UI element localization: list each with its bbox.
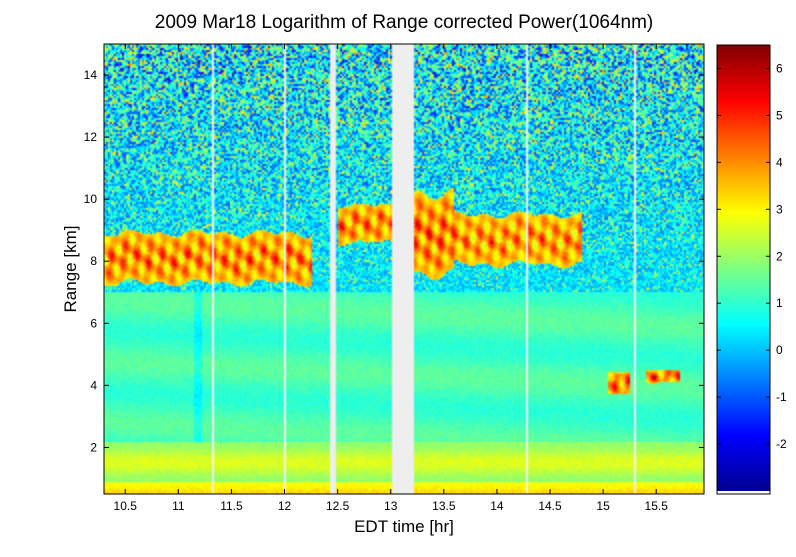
- colorbar-tick-label: 5: [776, 108, 783, 122]
- x-tick-label: 12: [278, 499, 292, 513]
- colorbar: -2 -1 0 1 2 3 4 5 6: [716, 44, 787, 495]
- colorbar-tick-label: 1: [776, 296, 783, 310]
- x-tick-label: 13.5: [432, 499, 456, 513]
- y-tick-label: 8: [90, 254, 97, 268]
- y-tick-label: 2: [90, 440, 97, 454]
- y-tick-label: 12: [84, 130, 98, 144]
- y-axis-label: Range [km]: [61, 226, 80, 313]
- chart-title: 2009 Mar18 Logarithm of Range corrected …: [155, 12, 654, 33]
- x-axis: 10.5 11 11.5 12 12.5 13 13.5 14 14.5 15 15.5: [114, 44, 669, 513]
- colorbar-gradient: [717, 45, 770, 491]
- y-tick-label: 14: [84, 68, 98, 82]
- colorbar-tick-label: 6: [776, 61, 783, 75]
- y-tick-label: 6: [90, 316, 97, 330]
- x-tick-label: 14.5: [538, 499, 562, 513]
- colorbar-frame: [716, 44, 771, 495]
- x-tick-label: 15.5: [645, 499, 669, 513]
- colorbar-tick-label: 3: [776, 202, 783, 216]
- y-tick-label: 4: [90, 378, 97, 392]
- x-tick-label: 14: [490, 499, 504, 513]
- colorbar-tick-label: -2: [776, 437, 787, 451]
- heatmap-image: [104, 44, 704, 494]
- y-tick-label: 10: [84, 192, 98, 206]
- colorbar-tick-label: 4: [776, 155, 783, 169]
- plot-frame: [103, 43, 705, 495]
- colorbar-ticks: -2 -1 0 1 2 3 4 5 6: [717, 61, 787, 451]
- x-tick-label: 12.5: [326, 499, 350, 513]
- colorbar-tick-label: -1: [776, 390, 787, 404]
- x-axis-label: EDT time [hr]: [354, 517, 454, 536]
- colorbar-tick-label: 0: [776, 343, 783, 357]
- x-tick-label: 15: [596, 499, 610, 513]
- x-tick-label: 10.5: [114, 499, 138, 513]
- plot-area: 10.5 11 11.5 12 12.5 13 13.5 14 14.5 15 15.5 2 4 6 8 1…: [84, 43, 705, 513]
- x-tick-label: 13: [384, 499, 398, 513]
- x-tick-label: 11.5: [220, 499, 243, 513]
- y-axis: 2 4 6 8 10 12 14: [84, 68, 704, 454]
- x-tick-label: 11: [172, 499, 185, 513]
- colorbar-tick-label: 2: [776, 249, 783, 263]
